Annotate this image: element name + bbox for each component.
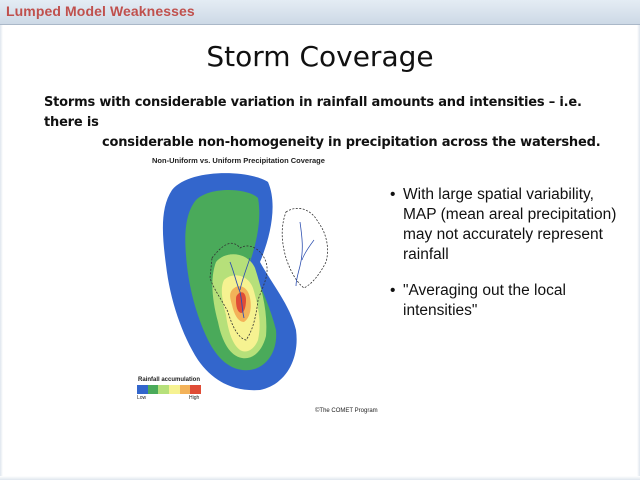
page-border-left — [0, 25, 3, 480]
legend-swatch — [190, 385, 202, 394]
precipitation-coverage-figure — [162, 173, 328, 391]
uniform-stream — [295, 221, 303, 287]
bullet-item: • "Averaging out the local intensities" — [390, 281, 620, 321]
legend-swatch — [158, 385, 170, 394]
stream-channel — [229, 261, 245, 319]
stream-branch — [239, 257, 251, 291]
legend-swatch — [169, 385, 180, 394]
bullet-text: "Averaging out the local intensities" — [403, 282, 566, 319]
subtitle-line-2: considerable non-homogeneity in precipit… — [102, 135, 601, 150]
slide-subtitle: Storms with considerable variation in ra… — [44, 93, 604, 153]
legend-high-label: High — [189, 395, 200, 401]
legend-label: Rainfall accumulation — [138, 377, 201, 383]
legend-low-label: Low — [137, 395, 147, 401]
bullet-marker: • — [390, 186, 396, 203]
legend-swatch — [179, 385, 191, 394]
watershed-outline — [209, 242, 268, 341]
uniform-watershed — [281, 208, 328, 289]
legend-swatch — [147, 385, 159, 394]
slide-title: Storm Coverage — [206, 40, 434, 73]
bullet-list: • With large spatial variability, MAP (m… — [390, 185, 620, 337]
subtitle-line-1: Storms with considerable variation in ra… — [44, 95, 582, 130]
legend-color-bar — [137, 385, 202, 394]
slide-header: Lumped Model Weaknesses — [0, 0, 640, 24]
bullet-item: • With large spatial variability, MAP (m… — [390, 185, 620, 265]
uniform-stream-branch — [301, 239, 315, 261]
header-divider — [0, 24, 640, 25]
rain-zone-red — [236, 292, 246, 313]
legend-swatch — [137, 385, 148, 394]
header-title: Lumped Model Weaknesses — [6, 3, 195, 19]
page-border-bottom — [0, 476, 640, 480]
bullet-marker: • — [390, 282, 396, 299]
figure-title: Non-Uniform vs. Uniform Precipitation Co… — [152, 156, 325, 165]
bullet-text: With large spatial variability, MAP (mea… — [403, 186, 617, 263]
image-credit: ©The COMET Program — [315, 408, 378, 414]
